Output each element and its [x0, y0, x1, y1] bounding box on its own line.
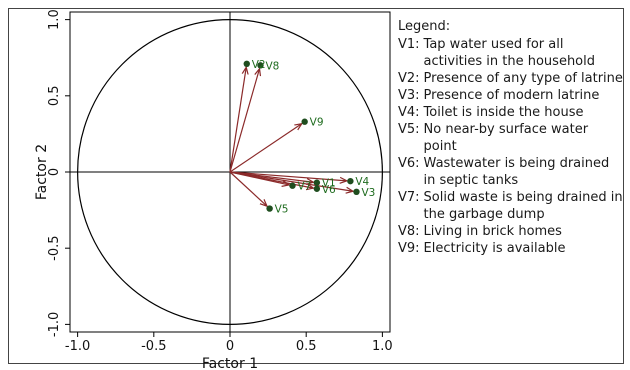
- vector-v2: [229, 67, 246, 173]
- legend-description: Living in brick homes: [423, 224, 562, 239]
- x-tick-label: 0.5: [296, 339, 317, 354]
- point-v3: [353, 188, 360, 196]
- legend-entry: V4: Toilet is inside the house: [398, 104, 623, 121]
- y-tick-label: 0.5: [47, 85, 62, 106]
- point-label-v1: V1: [322, 178, 336, 190]
- legend-entry: V8: Living in brick homes: [398, 223, 623, 240]
- legend-title: Legend:: [398, 19, 451, 34]
- legend-key: V3:: [398, 88, 420, 103]
- legend-entry: V7: Solid waste is being drained in the g…: [398, 189, 623, 223]
- point-v8: [257, 62, 264, 69]
- x-tick-label: -1.0: [65, 339, 90, 354]
- point-label-v3: V3: [361, 187, 375, 199]
- y-axis-label: Factor 2: [34, 144, 50, 200]
- y-tick-label: 1.0: [47, 9, 62, 30]
- legend-description: Presence of modern latrine: [423, 88, 600, 103]
- legend-key: V7:: [398, 190, 420, 205]
- legend-description: Toilet is inside the house: [423, 105, 584, 120]
- legend-description: Presence of any type of latrine: [423, 71, 623, 86]
- vector-v8: [229, 69, 260, 173]
- point-v2: [243, 60, 250, 68]
- legend-key: V4:: [398, 105, 420, 120]
- y-tick-label: -0.5: [47, 236, 62, 261]
- point-label-v5: V5: [275, 204, 289, 216]
- vector-v5: [229, 171, 267, 206]
- legend: Legend: V1: Tap water used for all activi…: [398, 18, 623, 257]
- legend-entry: V9: Electricity is available: [398, 240, 623, 257]
- vector-v7: [229, 171, 289, 185]
- legend-entry: V3: Presence of modern latrine: [398, 87, 623, 104]
- point-label-v7: V7: [297, 181, 311, 193]
- legend-description: Tap water used for all activities in the…: [423, 37, 595, 69]
- vector-v9: [229, 124, 302, 173]
- y-tick-label: -1.0: [47, 312, 62, 337]
- legend-description: Wastewater is being drained in septic ta…: [423, 156, 610, 188]
- point-label-v2: V2: [252, 59, 266, 71]
- y-tick-label: 0: [47, 168, 62, 176]
- legend-key: V6:: [398, 156, 420, 171]
- legend-key: V2:: [398, 71, 420, 86]
- legend-entry: V6: Wastewater is being drained in septic…: [398, 155, 623, 189]
- point-label-v4: V4: [355, 176, 369, 188]
- x-tick-label: -0.5: [141, 339, 166, 354]
- vector-v4: [229, 171, 347, 181]
- legend-key: V1:: [398, 37, 420, 52]
- legend-description: No near-by surface water point: [423, 122, 589, 154]
- legend-description: Electricity is available: [423, 241, 566, 256]
- point-v4: [347, 177, 354, 185]
- legend-key: V5:: [398, 122, 420, 137]
- legend-entries: V1: Tap water used for all activities in …: [398, 36, 623, 257]
- legend-description: Solid waste is being drained in the garb…: [423, 190, 623, 222]
- legend-key: V9:: [398, 241, 420, 256]
- legend-entry: V5: No near-by surface water point: [398, 121, 623, 155]
- legend-key: V8:: [398, 224, 420, 239]
- point-label-v8: V8: [265, 60, 279, 72]
- x-tick-label: 1.0: [372, 339, 393, 354]
- x-axis-label: Factor 1: [202, 356, 258, 370]
- point-label-v6: V6: [322, 184, 336, 196]
- point-v5: [266, 205, 273, 212]
- legend-entry: V1: Tap water used for all activities in …: [398, 36, 623, 70]
- point-v9: [301, 118, 308, 125]
- point-v6: [313, 185, 321, 192]
- legend-entry: V2: Presence of any type of latrine: [398, 70, 623, 87]
- point-label-v9: V9: [310, 117, 324, 129]
- vector-v3: [229, 171, 353, 191]
- point-v7: [289, 182, 296, 189]
- point-v1: [313, 179, 321, 186]
- x-tick-label: 0: [226, 339, 234, 354]
